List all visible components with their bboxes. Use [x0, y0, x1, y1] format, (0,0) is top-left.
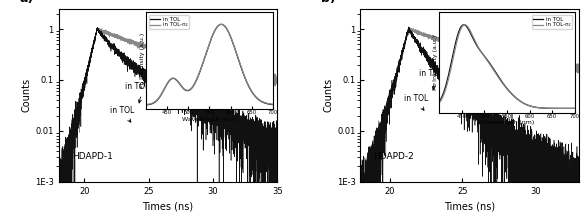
Text: in TOL: in TOL	[110, 106, 134, 122]
Text: in TOL-n₂: in TOL-n₂	[125, 83, 160, 103]
Text: a): a)	[19, 0, 33, 5]
Text: HDAPD-2: HDAPD-2	[373, 152, 414, 161]
Y-axis label: Counts: Counts	[324, 78, 334, 112]
Y-axis label: Counts: Counts	[22, 78, 32, 112]
X-axis label: Times (ns): Times (ns)	[142, 201, 194, 211]
Text: in TOL-n: in TOL-n	[419, 69, 450, 89]
Text: HDAPD-1: HDAPD-1	[71, 152, 112, 161]
Text: b): b)	[321, 0, 336, 5]
Text: in TOL: in TOL	[404, 94, 428, 110]
X-axis label: Times (ns): Times (ns)	[444, 201, 495, 211]
